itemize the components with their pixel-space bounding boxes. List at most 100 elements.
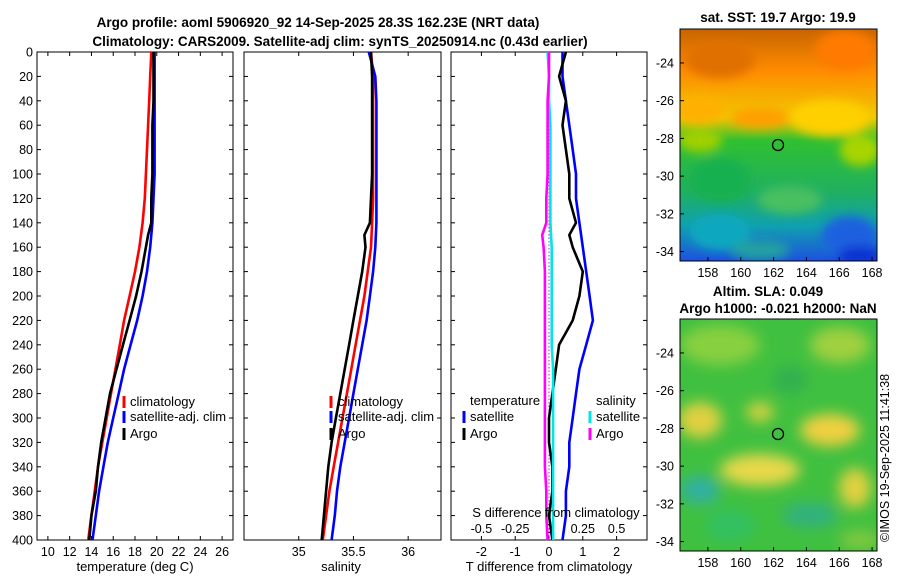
temperature-legend: climatology satellite-adj. clim Argo [122, 394, 226, 441]
depth-tick-label: 300 [12, 412, 33, 426]
x-tick-label: 24 [193, 545, 207, 559]
depth-tick-label: 380 [12, 509, 33, 523]
map-x-tick-label: 164 [796, 556, 817, 570]
legend-title-temperature: temperature [470, 393, 540, 408]
sla-map-axes: 158 160 162 164 166 168 -24 -26 -28 -30 -32 -34 [656, 346, 883, 570]
sst-map-frame [679, 28, 878, 262]
depth-tick-label: 240 [12, 338, 33, 352]
depth-tick-label: 80 [19, 143, 33, 157]
title-line-2: Climatology: CARS2009. Satellite-adj cli… [92, 34, 587, 49]
map-x-tick-label: 168 [862, 556, 883, 570]
depth-tick-label: 120 [12, 192, 33, 206]
x-tick-label: 20 [150, 545, 164, 559]
map-y-tick-label: -24 [656, 56, 674, 70]
map-y-tick-label: -32 [656, 207, 674, 221]
map-y-tick-label: -30 [656, 460, 674, 474]
legend-label-t-satellite: satellite [470, 409, 514, 424]
salinity-legend: climatology satellite-adj. clim Argo [329, 394, 434, 441]
map-y-tick-label: -26 [656, 94, 674, 108]
map-y-tick-label: -26 [656, 384, 674, 398]
legend-label-satellite: satellite-adj. clim [130, 409, 226, 424]
x-tick-label: 36 [401, 545, 415, 559]
s-tick-label: 0.5 [608, 522, 625, 536]
depth-axis: 0 20 40 60 80 100 120 140 160 180 200 220 240 260 280 3… [12, 46, 647, 548]
map-y-tick-label: -34 [656, 535, 674, 549]
x-tick-label: 22 [172, 545, 186, 559]
sla-map-frame [679, 318, 878, 552]
x-tick-label: 10 [41, 545, 55, 559]
legend-title-salinity: salinity [596, 393, 636, 408]
legend-label-s-satellite: satellite [596, 409, 640, 424]
sst-map-field [680, 29, 877, 261]
map-x-tick-label: 164 [796, 266, 817, 280]
salinity-xlabel: salinity [321, 559, 361, 574]
s-tick-label: -0.25 [501, 522, 530, 536]
map-x-tick-label: 158 [697, 556, 718, 570]
title-line-1: Argo profile: aoml 5906920_92 14-Sep-202… [97, 15, 540, 30]
difference-legend-temperature: temperature satellite Argo [462, 393, 540, 441]
temperature-xlabel: temperature (deg C) [76, 559, 193, 574]
sla-map-field [680, 319, 877, 551]
map-y-tick-label: -32 [656, 497, 674, 511]
s-difference-label: S difference from climatology [472, 505, 640, 520]
depth-tick-label: 220 [12, 314, 33, 328]
x-tick-label: -1 [510, 545, 521, 559]
map-x-tick-label: 162 [763, 266, 784, 280]
depth-tick-label: 260 [12, 363, 33, 377]
x-tick-label: 0 [546, 545, 553, 559]
sst-map-axes: 158 160 162 164 166 168 -24 -26 -28 -30 -32 -34 [656, 56, 883, 280]
x-tick-label: 1 [579, 545, 586, 559]
depth-tick-label: 400 [12, 534, 33, 548]
x-tick-label: 14 [84, 545, 98, 559]
sla-map-title-line-2: Argo h1000: -0.021 h2000: NaN [679, 301, 876, 316]
legend-label-t-argo: Argo [470, 426, 497, 441]
x-tick-label: 2 [613, 545, 620, 559]
depth-tick-label: 320 [12, 436, 33, 450]
legend-label-argo: Argo [338, 426, 365, 441]
series-line-salinity-argo [540, 52, 551, 541]
map-y-tick-label: -28 [656, 132, 674, 146]
difference-legend-salinity: salinity satellite Argo [588, 393, 640, 441]
map-x-tick-label: 158 [697, 266, 718, 280]
map-y-tick-label: -30 [656, 170, 674, 184]
map-y-tick-label: -34 [656, 245, 674, 259]
series-line-argo [88, 52, 155, 541]
series-line-climatology [321, 51, 375, 541]
map-x-tick-label: 160 [730, 266, 751, 280]
s-tick-label: 0.25 [571, 522, 595, 536]
salinity-panel-frame [243, 51, 442, 541]
depth-tick-label: 280 [12, 387, 33, 401]
depth-tick-label: 200 [12, 290, 33, 304]
map-x-tick-label: 166 [829, 266, 850, 280]
x-tick-label: 16 [106, 545, 120, 559]
temperature-profile-plot: 10 12 14 16 18 20 22 24 26 [41, 51, 229, 559]
map-y-tick-label: -28 [656, 422, 674, 436]
legend-label-satellite: satellite-adj. clim [338, 409, 434, 424]
s-tick-label: -0.5 [471, 522, 493, 536]
x-tick-label: 26 [215, 545, 229, 559]
depth-tick-label: 20 [19, 70, 33, 84]
difference-profile-plot: -2 -1 0 1 2 -0.5 -0.25 0 0.25 0.5 [471, 51, 625, 559]
sst-map-title: sat. SST: 19.7 Argo: 19.9 [700, 10, 856, 25]
depth-tick-label: 140 [12, 216, 33, 230]
difference-panel-frame [450, 51, 648, 541]
legend-label-climatology: climatology [130, 394, 196, 409]
map-x-tick-label: 166 [829, 556, 850, 570]
depth-tick-label: 40 [19, 94, 33, 108]
series-line-argo [320, 51, 374, 541]
x-tick-label: 18 [128, 545, 142, 559]
legend-label-s-argo: Argo [596, 426, 623, 441]
depth-tick-label: 160 [12, 241, 33, 255]
x-tick-label: 12 [63, 545, 77, 559]
depth-tick-label: 360 [12, 485, 33, 499]
series-line-satellite-adj-clim [91, 52, 156, 541]
sst-profile-location-marker [771, 138, 785, 152]
x-tick-label: 35.5 [341, 545, 365, 559]
x-tick-label: 35 [292, 545, 306, 559]
depth-tick-label: 0 [26, 46, 33, 60]
x-tick-label: -2 [476, 545, 487, 559]
s-tick-label: 0 [546, 522, 553, 536]
map-x-tick-label: 162 [763, 556, 784, 570]
salinity-profile-plot: 35 35.5 36 [292, 51, 415, 559]
